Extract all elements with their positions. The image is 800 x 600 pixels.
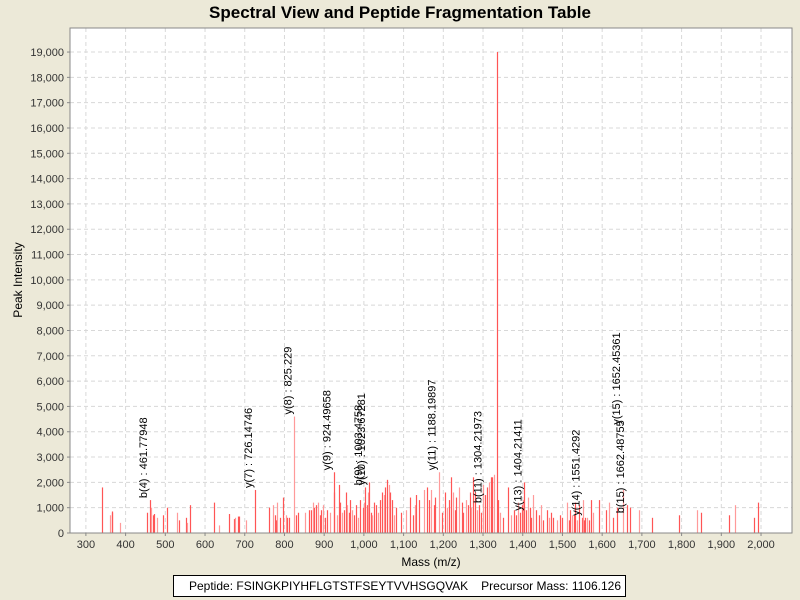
- plot-area: [70, 28, 792, 533]
- x-axis-label: Mass (m/z): [401, 555, 460, 569]
- plot-border: [69, 27, 793, 534]
- x-tick-label: 1,500: [549, 539, 577, 551]
- y-tick-label: 7,000: [36, 351, 64, 363]
- y-tick-label: 16,000: [30, 123, 64, 135]
- y-tick-label: 0: [58, 528, 64, 540]
- peptide-info-panel: Peptide: FSINGKPIYHFLGTSTFSEYTVVHSGQVAK …: [173, 575, 626, 597]
- peptide-sequence: Peptide: FSINGKPIYHFLGTSTFSEYTVVHSGQVAK: [189, 579, 469, 593]
- x-tick-label: 900: [315, 539, 333, 551]
- y-tick-label: 12,000: [30, 224, 64, 236]
- y-axis-ticks: 0 1,000 2,000 3,000 4,000 5,000 6,000 7,000 8,00…: [30, 47, 70, 540]
- x-tick-label: 1,400: [509, 539, 537, 551]
- x-tick-label: 1,300: [469, 539, 497, 551]
- y-tick-label: 4,000: [36, 427, 64, 439]
- peak-annotation: b(15) : 1662.48755: [615, 420, 627, 513]
- x-tick-label: 1,700: [628, 539, 656, 551]
- peak-annotation: y(10) : 1023.67281: [356, 393, 368, 485]
- y-tick-label: 8,000: [36, 325, 64, 337]
- peak-annotation: b(4) : 461.77948: [138, 417, 150, 498]
- peak-annotation: y(15) : 1652.45361: [611, 332, 623, 424]
- peak-annotation: y(13) : 1404.21411: [512, 419, 524, 511]
- x-axis-ticks: 300 400 500 600 700 800 900 1,000 1,100 1,200 1,30…: [77, 533, 775, 551]
- x-tick-label: 500: [156, 539, 174, 551]
- x-tick-label: 1,600: [588, 539, 616, 551]
- y-tick-label: 5,000: [36, 401, 64, 413]
- peak-annotation: b(9) : 1003.4758: [353, 405, 365, 486]
- y-tick-label: 1,000: [36, 503, 64, 515]
- peaks-series: [101, 52, 760, 533]
- x-tick-label: 700: [236, 539, 254, 551]
- x-tick-label: 1,900: [708, 539, 736, 551]
- y-tick-label: 14,000: [30, 174, 64, 186]
- y-tick-label: 3,000: [36, 452, 64, 464]
- x-tick-label: 1,000: [350, 539, 378, 551]
- precursor-mass: Precursor Mass: 1106.126: [481, 579, 621, 593]
- x-tick-label: 2,000: [747, 539, 775, 551]
- peak-annotation: y(8) : 825.229: [282, 347, 294, 415]
- y-tick-label: 10,000: [30, 275, 64, 287]
- x-tick-label: 300: [77, 539, 95, 551]
- y-tick-label: 2,000: [36, 477, 64, 489]
- y-tick-label: 13,000: [30, 199, 64, 211]
- y-tick-label: 11,000: [31, 250, 64, 262]
- y-tick-label: 17,000: [30, 98, 64, 110]
- x-tick-label: 1,100: [390, 539, 418, 551]
- x-tick-label: 1,800: [668, 539, 696, 551]
- chart-title: Spectral View and Peptide Fragmentation …: [209, 3, 591, 22]
- y-tick-label: 19,000: [30, 47, 64, 59]
- peak-annotation: y(14) : 1551.4292: [571, 430, 583, 516]
- peak-annotation: y(11) : 1188.19897: [427, 380, 439, 471]
- peak-annotation: y(7) : 726.14746: [243, 408, 255, 488]
- x-tick-label: 600: [196, 539, 214, 551]
- peak-annotation: b(11) : 1304.21973: [473, 411, 485, 503]
- y-axis-label: Peak Intensity: [11, 242, 25, 317]
- x-tick-label: 800: [275, 539, 293, 551]
- peak-annotation: y(9) : 924.49658: [322, 390, 334, 470]
- y-tick-label: 6,000: [36, 376, 64, 388]
- x-tick-label: 400: [116, 539, 134, 551]
- annotations: b(4) : 461.77948 y(7) : 726.14746 y(8) : 8…: [138, 332, 627, 515]
- x-tick-label: 1,200: [430, 539, 458, 551]
- y-tick-label: 18,000: [30, 72, 64, 84]
- y-tick-label: 9,000: [36, 300, 64, 312]
- y-tick-label: 15,000: [30, 148, 64, 160]
